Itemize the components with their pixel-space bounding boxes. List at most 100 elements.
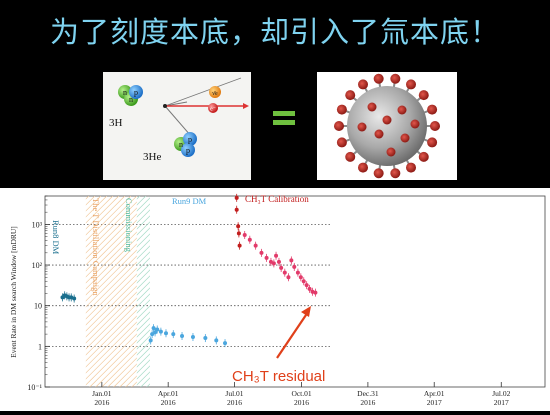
period-label-run9: Run9 DM xyxy=(172,196,207,206)
spike-protein xyxy=(400,133,410,143)
data-point-post-calibration xyxy=(286,275,291,280)
spike-protein xyxy=(397,105,407,115)
spike-protein xyxy=(382,115,392,125)
y-tick-label: 10² xyxy=(32,261,43,270)
annotation-arrowhead xyxy=(301,306,311,317)
y-tick-label: 10 xyxy=(34,302,42,311)
data-point-post-calibration xyxy=(259,250,264,255)
electron-label: e⁻ xyxy=(210,107,216,113)
data-point-post-calibration xyxy=(301,279,306,284)
data-point-run9 xyxy=(223,341,228,346)
spike-protein xyxy=(386,147,396,157)
proton-ball xyxy=(183,132,197,146)
data-point-run9 xyxy=(153,330,158,335)
spike-protein xyxy=(374,129,384,139)
antineutrino-label: ν̄e xyxy=(212,91,218,97)
spike-protein xyxy=(357,122,367,132)
proton-label: p xyxy=(188,135,192,144)
data-point-run9 xyxy=(148,338,153,343)
spike-protein xyxy=(336,137,347,148)
spike-protein xyxy=(390,168,401,179)
coronavirus-image xyxy=(317,72,457,180)
x-tick-label: Dec.31 xyxy=(357,389,379,398)
electron-ball xyxy=(208,103,218,113)
neutron-label: n xyxy=(179,140,183,149)
x-tick-label: Jul.01 xyxy=(225,389,243,398)
data-point-run9 xyxy=(158,329,163,334)
x-tick-label: Jul.02 xyxy=(492,389,510,398)
data-point-calibration xyxy=(236,231,241,236)
x-tick-label: 2016 xyxy=(227,398,242,407)
hatch-tritium-removal xyxy=(85,196,137,387)
neutron-label: n xyxy=(129,95,133,104)
data-point-post-calibration xyxy=(298,275,303,280)
spike-protein xyxy=(406,162,416,173)
x-tick-label: Apr.01 xyxy=(158,389,179,398)
data-point-post-calibration xyxy=(276,259,281,264)
period-label-commissioning: Commissioning xyxy=(124,198,134,253)
period-label-run8: Run8 DM xyxy=(51,220,61,255)
data-point-post-calibration xyxy=(295,270,300,275)
spike-protein xyxy=(358,162,368,173)
spike-protein xyxy=(390,73,401,84)
spike-protein xyxy=(345,90,356,101)
x-tick-label: 2016 xyxy=(360,398,375,407)
data-point-post-calibration xyxy=(307,286,312,291)
data-point-post-calibration xyxy=(242,232,247,237)
data-point-run9 xyxy=(203,336,208,341)
data-point-post-calibration xyxy=(264,255,269,260)
x-tick-label: Jan.01 xyxy=(92,389,112,398)
data-point-run9 xyxy=(190,334,195,339)
antineutrino-ball xyxy=(209,86,221,98)
x-tick-label: Apr.01 xyxy=(424,389,445,398)
x-tick-label: 2017 xyxy=(427,398,442,407)
data-point-post-calibration xyxy=(274,253,279,258)
y-axis-label: Event Rate in DM search Window [mDRU] xyxy=(9,226,18,358)
y-tick-label: 10⁻¹ xyxy=(27,383,42,392)
proton-label: p xyxy=(186,146,190,155)
period-label-tritium-removal: The T Distillation Campaign xyxy=(91,198,101,296)
data-point-calibration xyxy=(234,195,239,200)
annotation-label: CH₃T residual xyxy=(232,368,325,385)
spike-protein xyxy=(430,121,440,131)
proton-ball xyxy=(129,85,143,99)
data-point-post-calibration xyxy=(282,270,287,275)
tritium-decay-diagram: n n p 3H ν̄e e⁻ n p p 3He xyxy=(103,72,251,180)
x-tick-label: 2016 xyxy=(161,398,176,407)
data-point-post-calibration xyxy=(289,258,294,263)
data-point-run9 xyxy=(150,332,155,337)
spike-protein xyxy=(427,137,438,148)
data-point-run9 xyxy=(171,332,176,337)
spike-protein xyxy=(418,90,429,101)
y-tick-label: 1 xyxy=(38,342,42,351)
data-point-run9 xyxy=(155,327,160,332)
proton-ball xyxy=(181,143,195,157)
event-rate-chart: 10⁻¹ 1 10 10² 10³ Jan.01 2016 Apr.01 2016 Jul.01… xyxy=(0,188,550,411)
spike-protein xyxy=(336,104,347,115)
spike-protein xyxy=(345,151,356,162)
spike-protein xyxy=(373,73,384,84)
x-tick-label: 2017 xyxy=(494,398,509,407)
spike-protein xyxy=(334,121,344,131)
spike-protein xyxy=(406,79,416,90)
data-point-post-calibration xyxy=(292,264,297,269)
period-label-calibration: CH₃T Calibration xyxy=(245,194,309,204)
spike-protein xyxy=(427,104,438,115)
x-tick-label: 2016 xyxy=(94,398,109,407)
spike-protein xyxy=(358,79,368,90)
data-point-post-calibration xyxy=(247,237,252,242)
data-point-calibration xyxy=(237,243,242,248)
slide-title: 为了刻度本底，却引入了氚本底！ xyxy=(49,15,500,49)
data-point-calibration xyxy=(236,224,241,229)
tritium-label: 3H xyxy=(109,117,123,129)
data-point-run8 xyxy=(72,296,77,301)
data-point-run9 xyxy=(180,333,185,338)
neutron-label: n xyxy=(123,88,127,97)
annotation-arrow xyxy=(276,311,309,359)
data-point-post-calibration xyxy=(279,265,284,270)
data-point-run9 xyxy=(214,338,219,343)
helium-label: 3He xyxy=(143,151,161,163)
spike-protein xyxy=(418,151,429,162)
spike-protein xyxy=(410,119,420,129)
hatch-commissioning xyxy=(136,196,150,387)
